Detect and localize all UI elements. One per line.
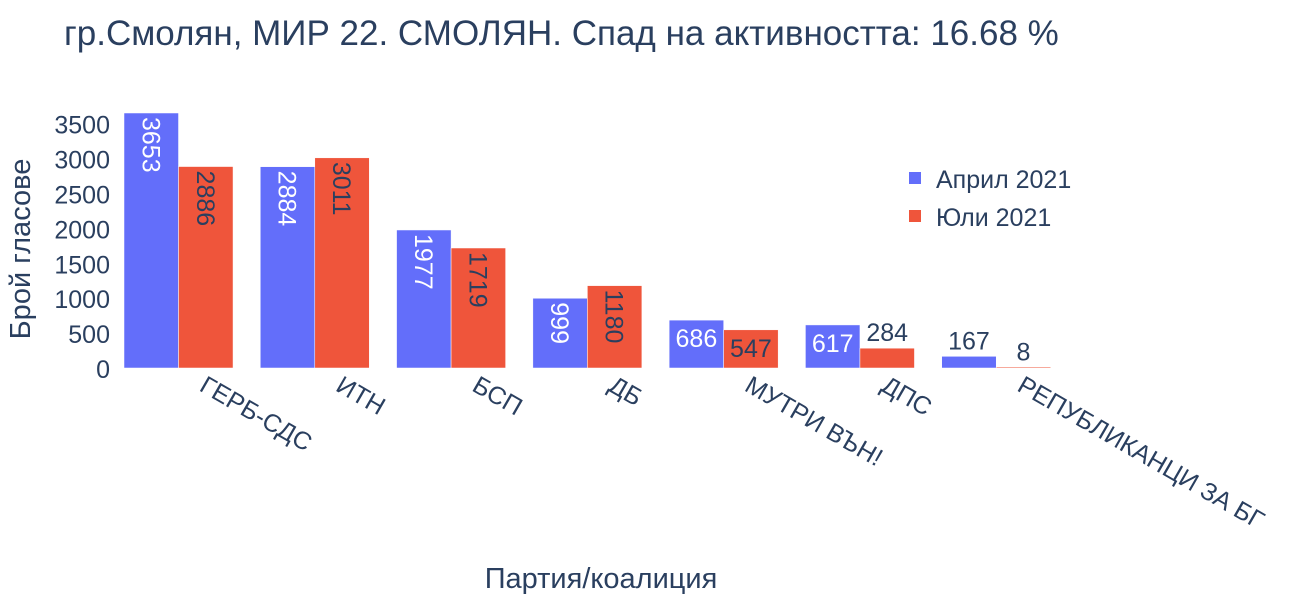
- chart-title: гр.Смолян, МИР 22. СМОЛЯН. Спад на актив…: [64, 14, 1059, 53]
- x-tick-label: РЕПУБЛИКАНЦИ ЗА БГ: [1013, 371, 1269, 535]
- bar-value-label: 8: [1017, 338, 1031, 366]
- bar: [941, 356, 997, 369]
- bar: [260, 166, 316, 369]
- x-tick-label: ДПС: [877, 371, 937, 422]
- x-axis: ГЕРБ-СДС ИТН БСП ДБ МУТРИ ВЪН!ДПС РЕПУБЛИКАНЦ…: [195, 371, 1269, 535]
- bar-value-label: 284: [866, 319, 908, 347]
- bar-value-label: 2886: [191, 171, 219, 227]
- bar-value-label: 617: [812, 330, 854, 358]
- y-tick-label: 3500: [54, 112, 110, 140]
- bar-value-label: 547: [730, 335, 772, 363]
- y-tick-label: 1000: [54, 286, 110, 314]
- bar-value-label: 999: [545, 302, 573, 344]
- bar-value-label: 167: [948, 327, 990, 355]
- x-tick-label: МУТРИ ВЪН!: [740, 371, 887, 472]
- bar: [587, 285, 643, 369]
- x-tick-label: ДБ: [604, 371, 647, 412]
- bar-value-label: 2884: [273, 171, 301, 227]
- bar: [314, 157, 370, 369]
- bar: [532, 298, 588, 369]
- bar-value-label: 686: [676, 325, 718, 353]
- bar: [723, 329, 779, 369]
- bar: [668, 319, 724, 369]
- bar-value-label: 1977: [409, 234, 437, 290]
- x-axis-title: Партия/коалиция: [485, 563, 718, 595]
- legend: Април 2021 Юли 2021: [909, 166, 1071, 232]
- legend-swatch: [909, 172, 921, 184]
- x-tick-label: ГЕРБ-СДС: [195, 371, 316, 457]
- bar: [396, 229, 452, 369]
- y-tick-label: 1500: [54, 251, 110, 279]
- legend-label: Април 2021: [936, 166, 1071, 194]
- bar: [450, 247, 506, 369]
- y-axis: 0 500 1000 1500 2000 2500 3000 3500: [54, 112, 110, 384]
- bar: [123, 112, 179, 369]
- x-tick-label: ИТН: [331, 371, 389, 421]
- y-tick-label: 0: [96, 356, 110, 384]
- legend-label: Юли 2021: [936, 204, 1051, 232]
- legend-swatch: [909, 210, 921, 222]
- x-tick-label: БСП: [468, 371, 527, 421]
- bar-value-label: 3653: [136, 117, 164, 173]
- y-tick-label: 500: [68, 321, 110, 349]
- y-tick-label: 2500: [54, 181, 110, 209]
- bar: [178, 166, 234, 369]
- bar-value-label: 3011: [327, 162, 355, 216]
- y-tick-label: 3000: [54, 147, 110, 175]
- bar-labels-layer: 3653 2884 1977 999 686 617 167 2886 3011 1719 1180…: [136, 117, 1030, 366]
- bar-value-label: 1719: [463, 252, 491, 308]
- bar: [995, 366, 1051, 369]
- bar: [805, 324, 861, 369]
- bar-value-label: 1180: [600, 290, 628, 344]
- y-axis-title: Брой гласове: [5, 159, 37, 340]
- y-tick-label: 2000: [54, 216, 110, 244]
- bar: [859, 347, 915, 369]
- bars-layer: [123, 112, 1051, 369]
